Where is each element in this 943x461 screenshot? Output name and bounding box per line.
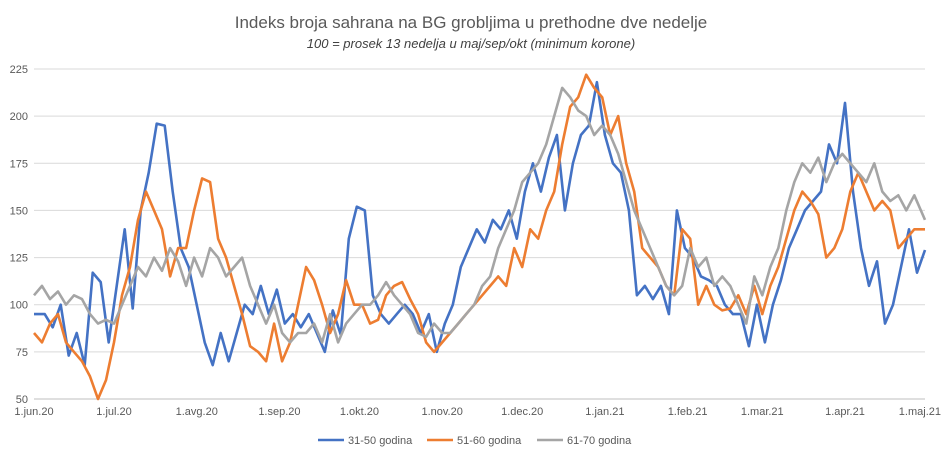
x-axis: 1.jun.20 1.jul.20 1.avg.20 1.sep.20 1.okt.20…	[14, 406, 941, 418]
x-tick-label: 1.apr.21	[825, 406, 865, 418]
y-tick-label: 150	[10, 205, 28, 217]
x-tick-label: 1.jun.20	[14, 406, 53, 418]
legend: 31-50 godina 51-60 godina 61-70 godina	[318, 435, 632, 447]
legend-label: 51-60 godina	[457, 435, 522, 447]
x-tick-label: 1.maj.21	[899, 406, 941, 418]
legend-label: 61-70 godina	[567, 435, 632, 447]
series-line-2	[33, 73, 925, 401]
x-tick-label: 1.jan.21	[585, 406, 624, 418]
series-line-3	[33, 86, 927, 344]
y-axis: 50 75 100 125 150 175 200 225	[10, 64, 28, 406]
plot-area	[33, 73, 927, 401]
y-tick-label: 75	[16, 347, 28, 359]
y-tick-label: 175	[10, 158, 28, 170]
chart-subtitle: 100 = prosek 13 nedelja u maj/sep/okt (m…	[307, 36, 635, 51]
y-tick-label: 125	[10, 253, 28, 265]
x-tick-label: 1.okt.20	[340, 406, 379, 418]
series-line-1	[34, 80, 927, 367]
x-tick-label: 1.mar.21	[741, 406, 784, 418]
y-tick-label: 100	[10, 300, 28, 312]
x-tick-label: 1.jul.20	[96, 406, 131, 418]
x-tick-label: 1.sep.20	[258, 406, 300, 418]
x-tick-label: 1.feb.21	[668, 406, 708, 418]
x-tick-label: 1.avg.20	[176, 406, 218, 418]
y-tick-label: 50	[16, 394, 28, 406]
x-tick-label: 1.nov.20	[421, 406, 462, 418]
x-tick-label: 1.dec.20	[501, 406, 543, 418]
chart-title: Indeks broja sahrana na BG grobljima u p…	[235, 13, 708, 32]
y-tick-label: 200	[10, 111, 28, 123]
legend-label: 31-50 godina	[348, 435, 413, 447]
gridlines	[34, 68, 925, 400]
y-tick-label: 225	[10, 64, 28, 76]
